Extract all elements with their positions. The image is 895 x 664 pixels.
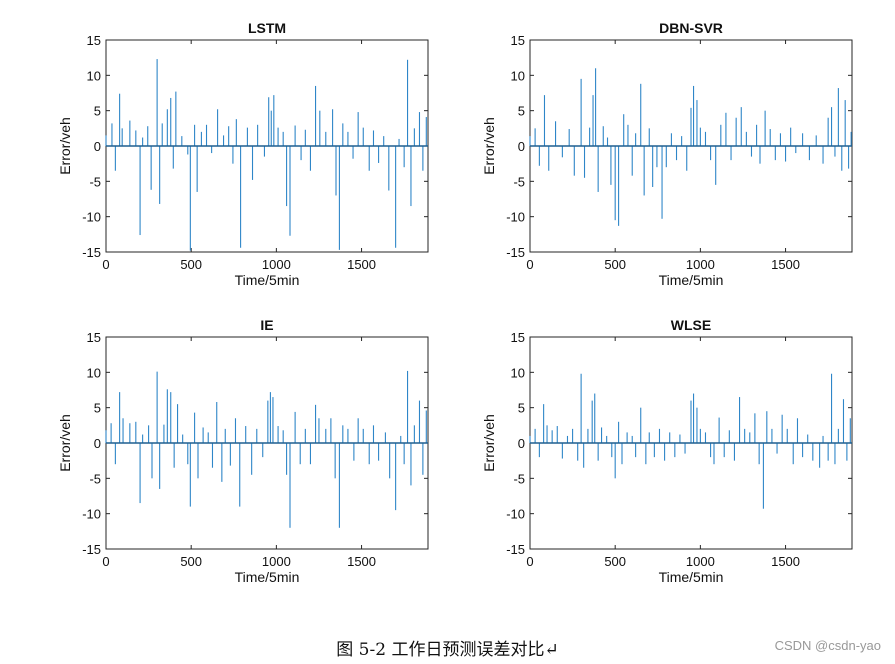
x-tick-label: 1500 — [771, 554, 800, 569]
y-axis-label: Error/veh — [481, 117, 497, 175]
y-tick-label: 15 — [87, 330, 101, 345]
x-tick-label: 1500 — [347, 554, 376, 569]
x-axis-label: Time/5min — [235, 272, 300, 288]
y-tick-label: 5 — [518, 104, 525, 119]
watermark: CSDN @csdn-yao — [774, 638, 881, 653]
y-tick-label: -5 — [89, 471, 101, 486]
x-tick-label: 500 — [180, 554, 202, 569]
y-tick-label: 10 — [511, 365, 525, 380]
x-tick-label: 500 — [180, 257, 202, 272]
x-axis-label: Time/5min — [659, 272, 724, 288]
x-tick-label: 1500 — [771, 257, 800, 272]
x-tick-label: 1000 — [686, 554, 715, 569]
y-tick-label: -5 — [513, 174, 525, 189]
chart-title: IE — [260, 317, 273, 333]
x-tick-label: 1000 — [262, 554, 291, 569]
y-tick-label: -15 — [82, 245, 101, 260]
y-tick-label: 0 — [518, 139, 525, 154]
chart-title: WLSE — [671, 317, 711, 333]
x-axis-label: Time/5min — [659, 569, 724, 585]
y-tick-label: -10 — [82, 507, 101, 522]
y-tick-label: -5 — [513, 471, 525, 486]
chart-title: LSTM — [248, 20, 286, 36]
y-tick-label: -5 — [89, 174, 101, 189]
x-tick-label: 1500 — [347, 257, 376, 272]
y-tick-label: 15 — [511, 330, 525, 345]
y-tick-label: 5 — [94, 104, 101, 119]
x-tick-label: 0 — [526, 257, 533, 272]
x-tick-label: 1000 — [686, 257, 715, 272]
y-tick-label: -15 — [506, 542, 525, 557]
y-tick-label: -15 — [82, 542, 101, 557]
y-tick-label: -15 — [506, 245, 525, 260]
x-tick-label: 500 — [604, 554, 626, 569]
y-tick-label: 10 — [87, 365, 101, 380]
y-axis-label: Error/veh — [57, 117, 73, 175]
figure-caption: 图 5-2 工作日预测误差对比↵ — [336, 640, 559, 660]
y-tick-label: 10 — [511, 68, 525, 83]
y-tick-label: 10 — [87, 68, 101, 83]
y-tick-label: 0 — [518, 436, 525, 451]
x-tick-label: 0 — [102, 554, 109, 569]
y-tick-label: -10 — [506, 507, 525, 522]
x-tick-label: 1000 — [262, 257, 291, 272]
x-tick-label: 0 — [102, 257, 109, 272]
chart-title: DBN-SVR — [659, 20, 723, 36]
y-axis-label: Error/veh — [481, 414, 497, 472]
x-tick-label: 0 — [526, 554, 533, 569]
y-tick-label: 15 — [87, 33, 101, 48]
y-tick-label: -10 — [506, 210, 525, 225]
x-axis-label: Time/5min — [235, 569, 300, 585]
x-tick-label: 500 — [604, 257, 626, 272]
y-axis-label: Error/veh — [57, 414, 73, 472]
y-tick-label: 0 — [94, 139, 101, 154]
y-tick-label: 5 — [94, 401, 101, 416]
y-tick-label: 15 — [511, 33, 525, 48]
y-tick-label: 5 — [518, 401, 525, 416]
y-tick-label: 0 — [94, 436, 101, 451]
y-tick-label: -10 — [82, 210, 101, 225]
